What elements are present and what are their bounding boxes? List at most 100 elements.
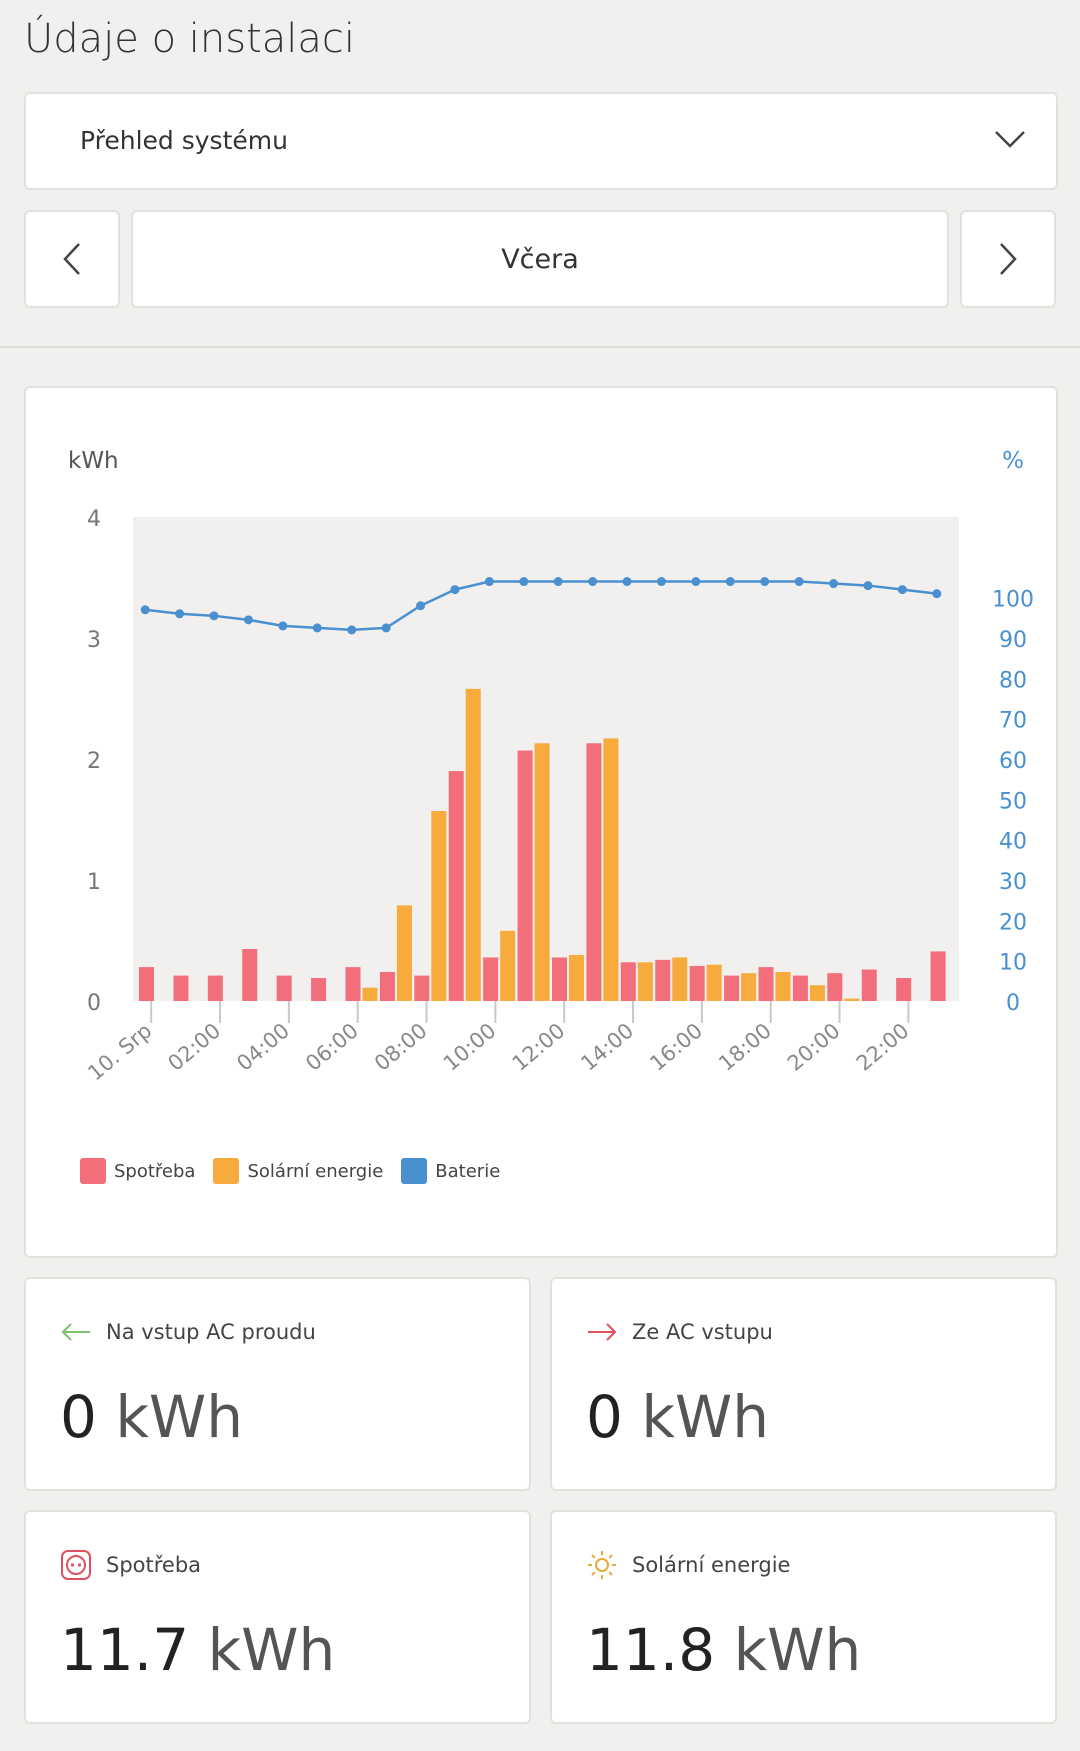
stat-number: 0 [586,1383,623,1451]
battery-point [450,585,460,595]
y-left-tick-label: 4 [87,507,101,532]
bar-consumption [792,975,808,1001]
y-right-tick-label: 30 [999,870,1027,895]
battery-point [209,611,219,621]
stat-unit: kWh [115,1383,244,1451]
stat-unit: kWh [641,1383,770,1451]
stat-unit: kWh [207,1616,336,1684]
y-right-tick-label: 20 [999,910,1027,935]
chevron-right-icon [1000,243,1017,275]
bar-solar [741,973,757,1001]
x-tick-label: 20:00 [783,1018,845,1075]
legend-solar[interactable]: Solární energie [213,1158,383,1184]
battery-point [760,577,770,587]
battery-point [175,609,185,619]
y-right-tick-label: 80 [999,668,1027,693]
stat-card-consumption: Spotřeba 11.7 kWh [24,1510,531,1724]
chevron-down-icon [995,131,1025,148]
x-tick-label: 10:00 [439,1018,501,1075]
bar-solar [775,971,791,1001]
socket-icon [61,1550,91,1580]
bar-consumption [345,967,361,1001]
bar-consumption [861,969,877,1001]
stat-value: 11.8 kWh [586,1616,861,1684]
stat-card-to-ac-input: Na vstup AC proudu 0 kWh [24,1277,531,1491]
bar-solar [396,905,412,1001]
battery-point [863,581,873,591]
bar-consumption [655,959,671,1001]
y-right-tick-label: 40 [999,830,1027,855]
stat-label: Na vstup AC proudu [106,1320,316,1344]
y-right-tick-label: 70 [999,709,1027,734]
battery-point [243,615,253,625]
battery-point [484,577,494,587]
battery-point [347,625,357,635]
bar-consumption [896,978,912,1001]
next-period-button[interactable] [960,210,1056,308]
arrow-right-icon [588,1323,617,1341]
legend-label-solar: Solární energie [247,1160,384,1182]
x-tick-label: 18:00 [714,1018,776,1075]
stat-card-solar: Solární energie 11.8 kWh [550,1510,1057,1724]
stat-number: 11.7 [60,1616,190,1684]
stat-label: Ze AC vstupu [632,1320,773,1344]
bar-solar [706,964,722,1001]
dropdown-selected-value: Přehled systému [80,126,288,155]
bar-consumption [724,975,740,1001]
y-left-axis-label: kWh [68,448,119,474]
battery-point [656,577,666,587]
y-right-axis-label: % [1002,448,1024,474]
bar-consumption [586,743,602,1001]
stat-unit: kWh [733,1616,862,1684]
x-tick-label: 16:00 [645,1018,707,1075]
bar-consumption [379,971,395,1001]
stat-number: 0 [60,1383,97,1451]
y-right-tick-label: 100 [992,588,1034,613]
legend-label-battery: Baterie [435,1160,501,1182]
x-tick-label: 06:00 [301,1018,363,1075]
x-tick-label: 12:00 [508,1018,570,1075]
battery-point [381,623,391,633]
stat-label: Solární energie [632,1553,791,1577]
x-tick-label: 14:00 [576,1018,638,1075]
bar-solar [569,955,584,1001]
bar-solar [500,930,516,1001]
battery-point [725,577,735,587]
battery-line [145,580,937,632]
chart-legend: Spotřeba Solární energie Baterie [80,1158,500,1184]
energy-chart-card: kWh% 0 1 2 3 4 0 10 20 30 40 50 60 70 80 90 100 10. Srp 02… [24,386,1058,1258]
stat-number: 11.8 [586,1616,716,1684]
legend-battery[interactable]: Baterie [401,1158,500,1184]
arrow-left-icon [61,1323,90,1341]
battery-point [519,577,529,587]
sun-icon [588,1551,616,1579]
bar-solar [534,743,550,1001]
stat-card-from-ac-input: Ze AC vstupu 0 kWh [550,1277,1057,1491]
chevron-left-icon [63,243,80,275]
bar-consumption [207,975,223,1001]
battery-point [622,577,632,587]
period-label: Včera [501,244,579,275]
bar-consumption [517,750,533,1001]
legend-label-consumption: Spotřeba [114,1160,196,1182]
legend-consumption[interactable]: Spotřeba [80,1158,195,1184]
battery-point [932,589,942,599]
previous-period-button[interactable] [24,210,120,308]
x-tick-label: 22:00 [852,1018,914,1075]
bar-solar [431,811,447,1001]
bar-consumption [827,973,843,1001]
legend-swatch-battery [401,1158,428,1184]
bar-solar [672,957,688,1001]
bar-consumption [689,965,705,1001]
bar-consumption [242,948,258,1001]
view-dropdown[interactable]: Přehled systému [24,92,1058,190]
y-left-tick-label: 2 [87,749,101,774]
bar-consumption [930,951,946,1001]
legend-swatch-consumption [80,1158,106,1184]
stat-label: Spotřeba [106,1553,202,1577]
y-left-tick-label: 3 [87,628,101,653]
battery-point [588,577,598,587]
period-selector[interactable]: Včera [131,210,949,308]
x-tick-label: 02:00 [163,1018,225,1075]
